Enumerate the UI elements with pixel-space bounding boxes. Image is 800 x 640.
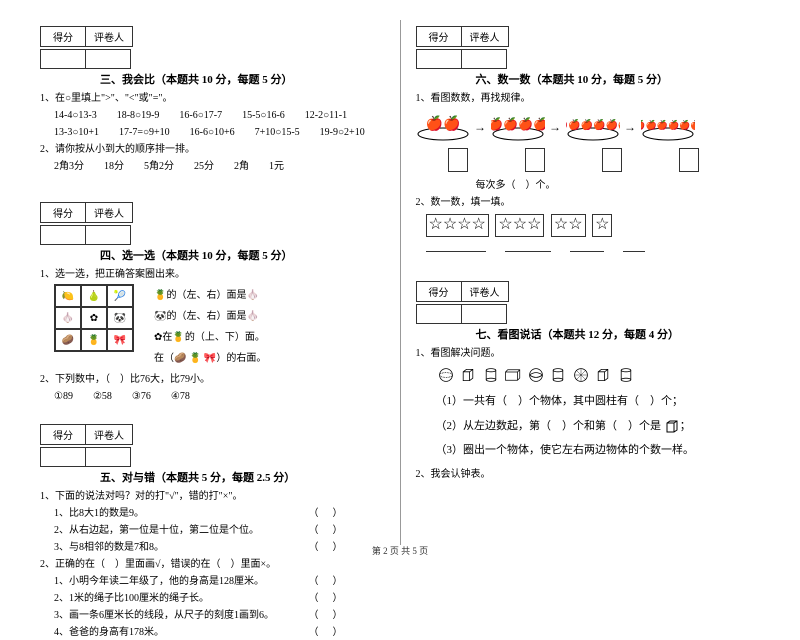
blank-box	[679, 148, 699, 172]
score-box-5: 得分 评卷人	[40, 424, 385, 445]
q5-2d: 4、爸爸的身高有178米。（ ）	[54, 625, 385, 640]
r1c2: 的（上、下）面。	[185, 328, 265, 347]
r1b: 的（左、右）面是	[166, 307, 246, 326]
q7-1a: （1）一共有（ ）个物体，其中圆柱有（ ）个；	[436, 393, 761, 410]
arrow-icon: →	[474, 120, 486, 134]
r1a: 的（左、右）面是	[166, 286, 246, 305]
svg-text:🍎🍎🍎🍎🍎🍎: 🍎🍎🍎🍎🍎🍎	[566, 118, 620, 131]
page-footer: 第 2 页 共 5 页	[0, 544, 800, 557]
q6-1: 1、看图数数，再找规律。	[416, 91, 761, 106]
r1d: 在（	[154, 349, 174, 368]
section-7-title: 七、看图说话（本题共 12 分，每题 4 分）	[476, 326, 761, 342]
r1d2: ）的右面。	[216, 349, 266, 368]
section-5-title: 五、对与错（本题共 5 分，每题 2.5 分）	[100, 469, 385, 485]
cube-icon	[459, 367, 477, 383]
score-blank-6	[416, 49, 761, 69]
plate-icon: 🍎🍎🍎🍎🍎🍎🍎🍎	[641, 112, 695, 142]
sphere-icon	[527, 367, 545, 383]
section-4-title: 四、选一选（本题共 10 分，每题 5 分）	[100, 247, 385, 263]
r1c: 在	[162, 328, 172, 347]
q6-1a: 每次多（ ）个。	[476, 178, 761, 193]
score-box-6: 得分 评卷人	[416, 26, 761, 47]
q7-1b: （2）从左边数起，第（ ）个和第（ ）个是 ；	[436, 418, 761, 435]
score-box-7: 得分 评卷人	[416, 281, 761, 302]
blank-box	[602, 148, 622, 172]
score-blank-7	[416, 304, 761, 324]
score-label-4: 得分	[40, 202, 86, 223]
q3-1a: 14-4○13-3 18-8○19-9 16-6○17-7 15-5○16-6 …	[54, 108, 385, 123]
q7-2: 2、我会认钟表。	[416, 467, 761, 482]
plate-icon: 🍎🍎🍎🍎	[491, 112, 545, 142]
right-column: 得分 评卷人 六、数一数（本题共 10 分，每题 5 分） 1、看图数数，再找规…	[406, 20, 771, 545]
cylinder-icon	[549, 367, 567, 383]
section-3-title: 三、我会比（本题共 10 分，每题 5 分）	[100, 71, 385, 87]
arrow-icon: →	[624, 120, 636, 134]
grader-label-5: 评卷人	[86, 424, 133, 445]
svg-text:🍎🍎🍎🍎: 🍎🍎🍎🍎	[491, 116, 545, 131]
q5-2c: 3、画一条6厘米长的线段，从尺子的刻度1画到6。（ ）	[54, 608, 385, 623]
plates-row: 🍎🍎 → 🍎🍎🍎🍎 → 🍎🍎🍎🍎🍎🍎 → 🍎🍎🍎🍎🍎🍎🍎🍎	[416, 112, 761, 142]
cube-small-icon	[664, 418, 680, 434]
ball-icon	[572, 367, 590, 383]
arrow-icon: →	[549, 120, 561, 134]
shapes-row	[436, 367, 761, 383]
blanks-row	[446, 148, 761, 172]
page: 得分 评卷人 三、我会比（本题共 10 分，每题 5 分） 1、在○里填上">"…	[0, 0, 800, 565]
stars-row: ☆☆☆☆ ☆☆☆ ☆☆ ☆	[426, 214, 761, 237]
grid-sentences: 🍍的（左、右）面是🧄 🐼的（左、右）面是🧄 ✿在🍍的（上、下）面。 在（🥔 🍍 …	[154, 284, 266, 370]
star-group: ☆☆☆	[495, 214, 544, 237]
score-blank-5	[40, 447, 385, 467]
star-group: ☆☆☆☆	[426, 214, 489, 237]
plate-icon: 🍎🍎🍎🍎🍎🍎	[566, 112, 620, 142]
score-box-4: 得分 评卷人	[40, 202, 385, 223]
q5-1b: 2、从右边起，第一位是十位，第二位是个位。（ ）	[54, 523, 385, 538]
score-label-5: 得分	[40, 424, 86, 445]
q6-2: 2、数一数，填一填。	[416, 195, 761, 210]
grid-3x3: 🍋🍐🎾 🧄✿🐼 🥔🍍🎀	[54, 284, 134, 352]
stars-blanks	[426, 241, 761, 257]
q4-grid-area: 🍋🍐🎾 🧄✿🐼 🥔🍍🎀 🍍的（左、右）面是🧄 🐼的（左、右）面是🧄 ✿在🍍的（上…	[54, 284, 385, 370]
score-box-3: 得分 评卷人	[40, 26, 385, 47]
section-6-title: 六、数一数（本题共 10 分，每题 5 分）	[476, 71, 761, 87]
blank-box	[448, 148, 468, 172]
grader-label: 评卷人	[86, 26, 133, 47]
score-label: 得分	[40, 26, 86, 47]
grader-label-4: 评卷人	[86, 202, 133, 223]
q3-1: 1、在○里填上">"、"<"或"="。	[40, 91, 385, 106]
q4-2a: ①89 ②58 ③76 ④78	[54, 389, 385, 404]
q5-1a: 1、比8大1的数是9。（ ）	[54, 506, 385, 521]
star-group: ☆	[592, 214, 612, 237]
svg-text:🍎🍎: 🍎🍎	[425, 114, 460, 132]
cuboid-icon	[504, 367, 522, 383]
q3-1b: 13-3○10+1 17-7=○9+10 16-6○10+6 7+10○15-5…	[54, 125, 385, 140]
q5-2b: 2、1米的绳子比100厘米的绳子长。（ ）	[54, 591, 385, 606]
q7-1c: （3）圈出一个物体，使它左右两边物体的个数一样。	[436, 442, 761, 459]
score-blank-3	[40, 49, 385, 69]
q4-1: 1、选一选，把正确答案圈出来。	[40, 267, 385, 282]
q4-2: 2、下列数中，（ ）比76大，比79小。	[40, 372, 385, 387]
cube-icon	[594, 367, 612, 383]
score-label-6: 得分	[416, 26, 462, 47]
plate-icon: 🍎🍎	[416, 112, 470, 142]
grader-label-6: 评卷人	[462, 26, 509, 47]
score-label-7: 得分	[416, 281, 462, 302]
cylinder-icon	[617, 367, 635, 383]
q7-1: 1、看图解决问题。	[416, 346, 761, 361]
sphere-icon	[437, 367, 455, 383]
left-column: 得分 评卷人 三、我会比（本题共 10 分，每题 5 分） 1、在○里填上">"…	[30, 20, 395, 545]
q5-2a: 1、小明今年读二年级了，他的身高是128厘米。（ ）	[54, 574, 385, 589]
column-divider	[400, 20, 401, 545]
cylinder-icon	[482, 367, 500, 383]
star-group: ☆☆	[551, 214, 586, 237]
svg-text:🍎🍎🍎🍎🍎🍎🍎🍎: 🍎🍎🍎🍎🍎🍎🍎🍎	[641, 119, 695, 130]
blank-box	[525, 148, 545, 172]
q3-2: 2、请你按从小到大的顺序排一排。	[40, 142, 385, 157]
score-blank-4	[40, 225, 385, 245]
q3-2a: 2角3分 18分 5角2分 25分 2角 1元	[54, 159, 385, 174]
grader-label-7: 评卷人	[462, 281, 509, 302]
q5-1: 1、下面的说法对吗？对的打"√"，错的打"×"。	[40, 489, 385, 504]
